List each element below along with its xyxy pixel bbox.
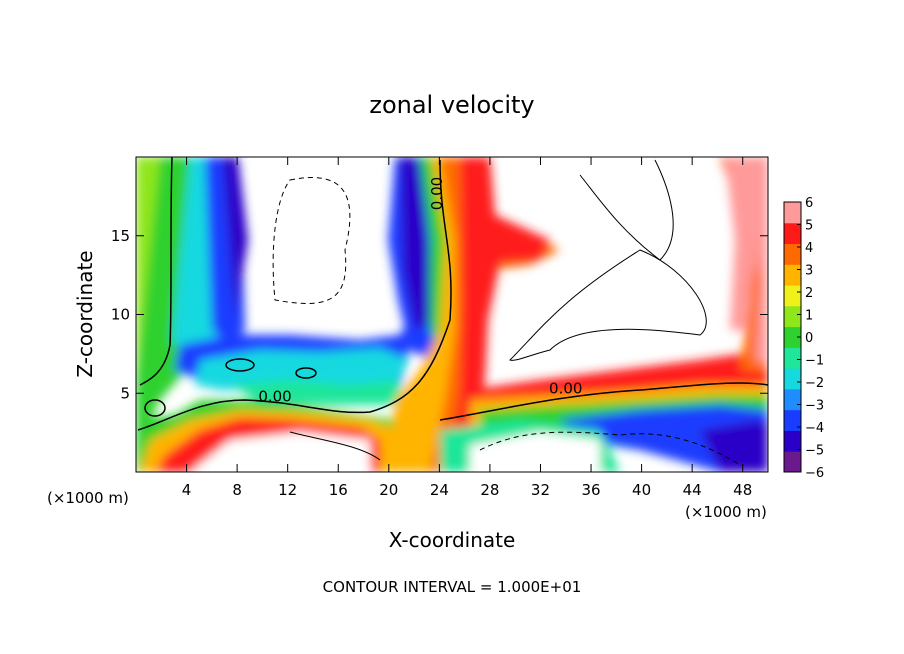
contour-interval-note: CONTOUR INTERVAL = 1.000E+01 <box>323 578 582 596</box>
x-axis-title: X-coordinate <box>389 528 516 552</box>
colorbar-swatch <box>784 347 801 369</box>
colorbar-swatch <box>784 305 801 328</box>
y-axis: 5 10 15 <box>111 227 768 402</box>
colorbar-tick-label: 1 <box>805 309 813 324</box>
x-tick-label: 28 <box>480 481 499 499</box>
y-tick-label: 5 <box>120 384 130 402</box>
contour-label: 0.00 <box>549 380 582 398</box>
colorbar-swatch <box>784 368 801 390</box>
colorbar-tick-label: −4 <box>805 421 824 436</box>
colorbar-tick-label: −6 <box>805 466 824 481</box>
contour-label: 0.00 <box>258 387 291 405</box>
y-tick-label: 10 <box>111 306 130 324</box>
x-tick-label: 36 <box>581 481 600 499</box>
colorbar: 6 5 4 3 2 1 0 −1 −2 −3 −4 −5 −6 <box>783 196 824 481</box>
colorbar-swatch <box>784 451 801 473</box>
colorbar-swatch <box>784 388 801 411</box>
y-unit-label: (×1000 m) <box>47 489 129 507</box>
colorbar-tick-label: −1 <box>805 354 824 369</box>
x-unit-label: (×1000 m) <box>685 503 767 521</box>
x-tick-label: 12 <box>278 481 297 499</box>
colorbar-tick-label: 6 <box>805 196 813 211</box>
colorbar-swatch <box>784 243 801 265</box>
x-tick-label: 16 <box>329 481 348 499</box>
heatmap-field <box>136 157 768 472</box>
colorbar-swatch <box>784 326 801 348</box>
x-tick-label: 44 <box>683 481 702 499</box>
colorbar-tick-label: 2 <box>805 286 813 301</box>
colorbar-swatch <box>784 202 801 224</box>
chart-title: zonal velocity <box>369 91 534 119</box>
contour-lines <box>137 157 768 466</box>
colorbar-tick-label: 0 <box>805 331 813 346</box>
x-tick-label: 40 <box>632 481 651 499</box>
x-tick-label: 48 <box>733 481 752 499</box>
colorbar-tick-label: −2 <box>805 376 824 391</box>
x-tick-label: 8 <box>232 481 242 499</box>
colorbar-tick-label: 4 <box>805 241 813 256</box>
colorbar-swatch <box>784 222 801 245</box>
x-tick-label: 20 <box>379 481 398 499</box>
contour-label-group: 0.00 0.00 0.00 <box>258 177 582 406</box>
x-tick-label: 24 <box>430 481 449 499</box>
colorbar-tick-label: −5 <box>805 444 824 459</box>
x-tick-label: 32 <box>531 481 550 499</box>
colorbar-swatch <box>784 409 801 431</box>
colorbar-swatch <box>784 430 801 452</box>
colorbar-swatch <box>784 285 801 307</box>
contour-label: 0.00 <box>428 177 446 210</box>
x-axis: 4 8 12 16 20 24 28 32 36 40 44 48 <box>182 157 752 499</box>
y-tick-label: 15 <box>111 227 130 245</box>
x-tick-label: 4 <box>182 481 192 499</box>
colorbar-tick-label: 5 <box>805 219 813 234</box>
colorbar-swatch <box>784 264 801 286</box>
y-axis-title: Z-coordinate <box>73 250 97 377</box>
colorbar-tick-label: 3 <box>805 264 813 279</box>
colorbar-tick-label: −3 <box>805 399 824 414</box>
